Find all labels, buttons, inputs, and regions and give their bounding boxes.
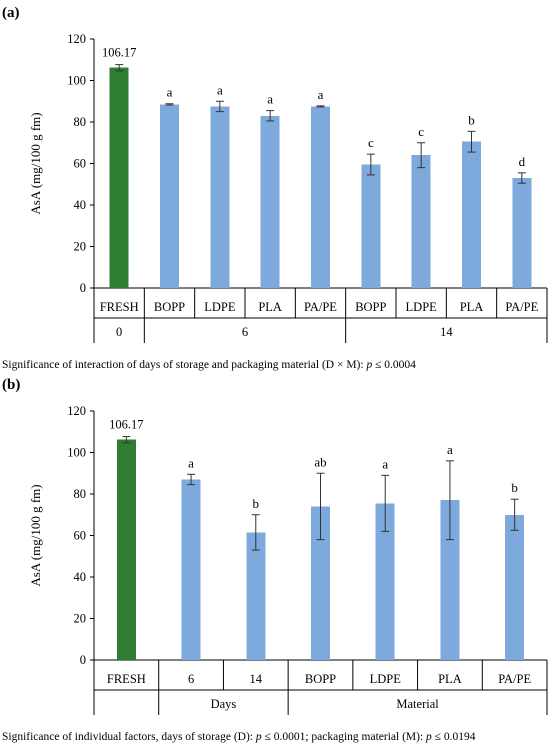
bar: [260, 115, 280, 289]
significance-label: a: [382, 456, 388, 471]
y-tick-label: 20: [74, 612, 87, 626]
caption: Significance of individual factors, days…: [2, 731, 476, 743]
data-label: 106.17: [102, 46, 136, 60]
bar: [462, 141, 481, 288]
significance-label: c: [418, 124, 424, 139]
y-axis-label: AsA (mg/100 g fm): [28, 112, 43, 214]
bar: [181, 479, 201, 660]
y-tick-label: 0: [80, 281, 86, 295]
panel-label: (b): [2, 377, 20, 393]
x-tick-label: BOPP: [154, 300, 185, 314]
bar: [160, 104, 179, 288]
x-tick-label: PA/PE: [304, 300, 337, 314]
x-tick-label: BOPP: [305, 672, 336, 686]
significance-label: b: [511, 480, 518, 495]
x-tick-label: 14: [250, 672, 263, 686]
bar: [361, 164, 381, 288]
bar: [311, 506, 330, 660]
y-tick-label: 60: [74, 157, 87, 171]
y-tick-label: 100: [67, 446, 86, 460]
y-tick-label: 0: [80, 653, 86, 667]
group-label: 6: [242, 325, 248, 339]
bar: [512, 178, 532, 288]
significance-label: d: [519, 154, 526, 169]
significance-label: b: [468, 112, 475, 127]
x-tick-label: BOPP: [355, 300, 386, 314]
bar: [440, 500, 460, 660]
y-tick-label: 40: [74, 570, 87, 584]
group-label: 0: [116, 325, 122, 339]
significance-label: a: [188, 455, 194, 470]
x-tick-label: PA/PE: [505, 300, 538, 314]
panel-label: (a): [2, 5, 20, 21]
group-label: 14: [440, 325, 453, 339]
group-label: Material: [396, 697, 439, 711]
data-label: 106.17: [109, 418, 143, 432]
bar: [109, 67, 129, 288]
x-tick-label: PA/PE: [498, 672, 531, 686]
x-tick-label: FRESH: [107, 672, 146, 686]
significance-label: a: [318, 87, 324, 102]
significance-label: a: [447, 442, 453, 457]
x-tick-label: PLA: [460, 300, 484, 314]
significance-label: a: [167, 85, 173, 100]
y-tick-label: 80: [74, 487, 87, 501]
bar: [246, 532, 266, 660]
x-tick-label: 6: [188, 672, 194, 686]
x-tick-label: FRESH: [100, 300, 139, 314]
y-tick-label: 80: [74, 115, 87, 129]
bar: [411, 155, 431, 288]
bar: [210, 106, 230, 288]
bar: [505, 514, 525, 660]
y-tick-label: 20: [74, 240, 87, 254]
panel-b: (b) 0 20 40 60 80 100 120 AsA (mg/100 g fm) FRESH…: [2, 377, 548, 743]
significance-label: ab: [314, 454, 326, 469]
y-axis-label: AsA (mg/100 g fm): [28, 484, 43, 586]
significance-label: c: [368, 135, 374, 150]
x-tick-label: LDPE: [406, 300, 438, 314]
x-tick-label: LDPE: [370, 672, 402, 686]
bar: [116, 439, 136, 660]
y-tick-label: 120: [67, 32, 86, 46]
y-tick-label: 100: [67, 74, 86, 88]
caption: Significance of interaction of days of s…: [2, 359, 416, 371]
y-tick-label: 120: [67, 404, 86, 418]
y-tick-label: 40: [74, 198, 87, 212]
bar: [375, 503, 395, 660]
x-tick-label: PLA: [258, 300, 282, 314]
significance-label: a: [217, 82, 223, 97]
x-tick-label: PLA: [438, 672, 462, 686]
x-tick-label: LDPE: [204, 300, 236, 314]
y-tick-label: 60: [74, 529, 87, 543]
significance-label: a: [267, 92, 273, 107]
significance-label: b: [253, 496, 260, 511]
bar: [311, 106, 330, 288]
group-label: Days: [211, 697, 237, 711]
